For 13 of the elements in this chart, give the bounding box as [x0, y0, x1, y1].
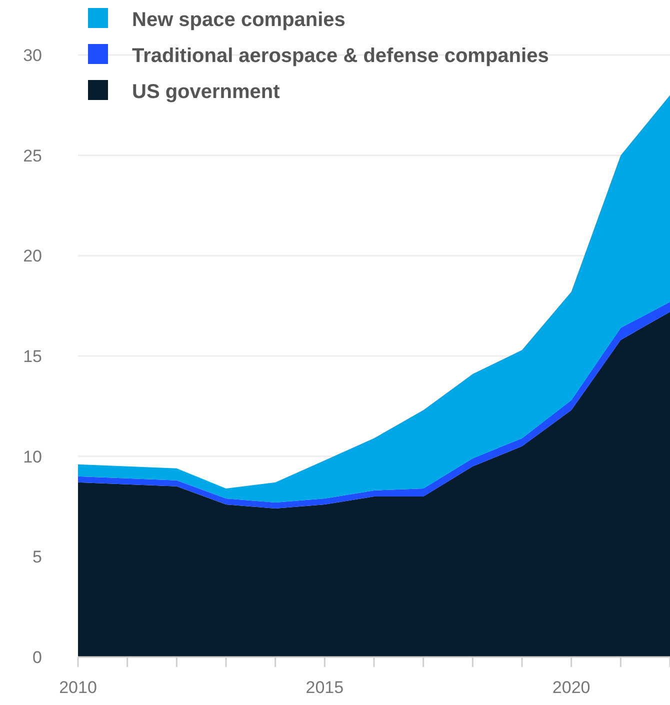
y-tick-label: 5	[32, 548, 42, 567]
x-tick-label: 2020	[552, 678, 590, 697]
y-tick-label: 30	[23, 46, 42, 65]
y-tick-label: 15	[23, 347, 42, 366]
y-tick-label: 25	[23, 146, 42, 166]
legend-label: New space companies	[132, 9, 346, 31]
legend-label: US government	[132, 81, 280, 103]
x-tick-label: 2015	[306, 678, 344, 697]
x-tick-label: 2010	[59, 678, 97, 697]
y-tick-label: 10	[23, 447, 42, 466]
y-tick-label: 0	[32, 648, 42, 667]
y-tick-label: 20	[23, 246, 42, 266]
legend-label: Traditional aerospace & defense companies	[132, 45, 549, 67]
